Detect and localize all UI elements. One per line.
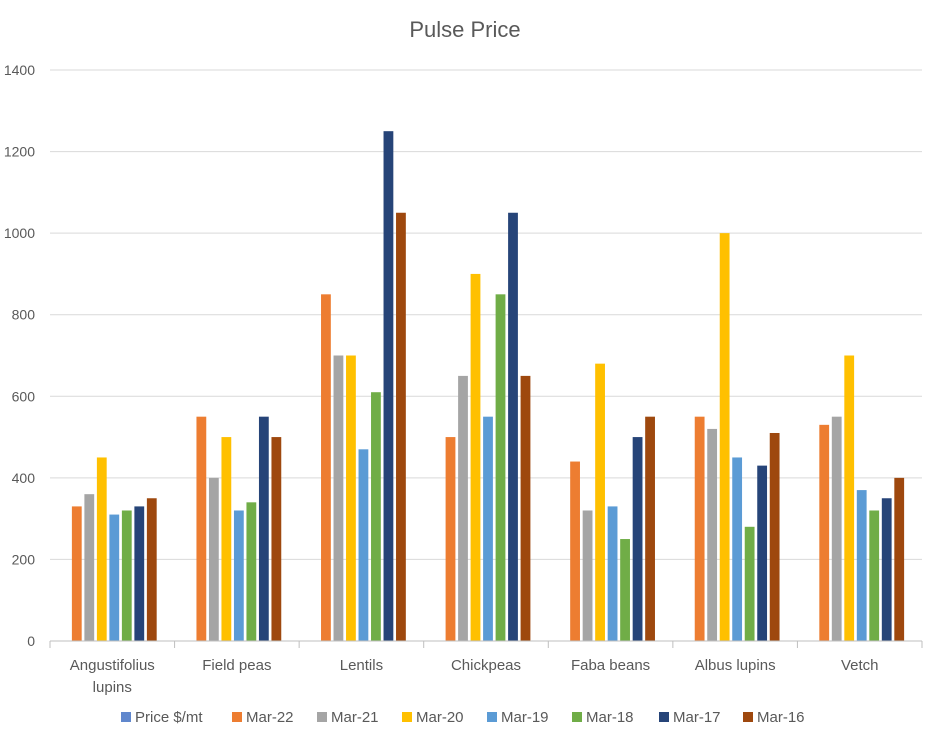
bar bbox=[520, 375, 531, 641]
bar bbox=[694, 416, 705, 641]
legend-swatch bbox=[121, 712, 131, 722]
bar bbox=[109, 514, 120, 641]
bar bbox=[719, 233, 730, 641]
bar bbox=[819, 424, 830, 641]
bar bbox=[632, 437, 643, 641]
x-axis: Angustifolius lupins Field peas Lentils Chic… bbox=[49, 640, 923, 696]
x-tick-label: Angustifolius bbox=[70, 657, 155, 674]
legend-label: Mar-22 bbox=[246, 709, 294, 726]
legend-swatch bbox=[232, 712, 242, 722]
y-tick-label: 800 bbox=[12, 307, 36, 323]
bar bbox=[869, 510, 880, 641]
bar bbox=[396, 212, 406, 641]
legend-label: Mar-19 bbox=[501, 709, 549, 726]
legend-swatch bbox=[572, 712, 582, 722]
bar bbox=[208, 477, 219, 641]
bar bbox=[458, 375, 468, 641]
bar bbox=[196, 416, 207, 641]
bar bbox=[508, 212, 518, 641]
y-axis-ticks: 0 200 400 600 800 1000 1200 1400 bbox=[4, 62, 35, 649]
legend-label: Mar-17 bbox=[673, 709, 721, 726]
legend-swatch bbox=[487, 712, 497, 722]
bar bbox=[831, 416, 842, 641]
y-tick-label: 600 bbox=[12, 388, 36, 404]
legend-swatch bbox=[659, 712, 669, 722]
bar bbox=[333, 355, 344, 641]
legend-label: Mar-20 bbox=[416, 709, 464, 726]
y-tick-label: 400 bbox=[12, 470, 36, 486]
legend-label: Mar-21 bbox=[331, 709, 379, 726]
legend-label: Price $/mt bbox=[135, 709, 203, 726]
bar bbox=[258, 416, 269, 641]
bar bbox=[371, 392, 381, 641]
x-tick-label: Vetch bbox=[841, 657, 879, 674]
x-tick-label: Albus lupins bbox=[695, 657, 776, 674]
legend-swatch bbox=[743, 712, 753, 722]
bar bbox=[271, 437, 282, 641]
bar bbox=[582, 510, 593, 641]
bar bbox=[71, 506, 82, 641]
bar bbox=[844, 355, 855, 641]
bar bbox=[620, 539, 630, 641]
y-tick-label: 200 bbox=[12, 551, 36, 567]
bar bbox=[246, 502, 257, 641]
bar bbox=[757, 465, 768, 641]
chart-title: Pulse Price bbox=[409, 17, 520, 42]
bar bbox=[445, 437, 456, 641]
x-tick-label: Lentils bbox=[340, 657, 383, 674]
legend-label: Mar-18 bbox=[586, 709, 634, 726]
bar bbox=[769, 432, 780, 641]
bar bbox=[96, 457, 107, 641]
bar bbox=[84, 494, 95, 641]
bar bbox=[894, 477, 905, 641]
bar bbox=[744, 526, 755, 641]
y-tick-label: 1200 bbox=[4, 144, 35, 160]
bar bbox=[346, 355, 356, 641]
bar bbox=[483, 416, 493, 641]
bar bbox=[570, 461, 580, 641]
bar bbox=[121, 510, 132, 641]
bar bbox=[358, 449, 369, 641]
bars bbox=[71, 131, 905, 641]
bar bbox=[881, 498, 892, 641]
bar bbox=[383, 131, 394, 641]
legend-swatch bbox=[402, 712, 412, 722]
legend: Price $/mt Mar-22 Mar-21 Mar-20 Mar-19 Mar-18… bbox=[121, 709, 805, 726]
x-tick-label: Chickpeas bbox=[451, 657, 521, 674]
legend-label: Mar-16 bbox=[757, 709, 805, 726]
bar bbox=[607, 506, 618, 641]
bar bbox=[645, 416, 655, 641]
bar bbox=[146, 498, 157, 641]
y-tick-label: 1000 bbox=[4, 225, 35, 241]
bar bbox=[707, 428, 718, 641]
bar bbox=[495, 294, 506, 641]
y-tick-label: 1400 bbox=[4, 62, 35, 78]
y-tick-label: 0 bbox=[27, 633, 35, 649]
x-tick-label: Field peas bbox=[202, 657, 271, 674]
bar bbox=[221, 437, 232, 641]
bar bbox=[732, 457, 743, 641]
bar bbox=[470, 273, 481, 641]
bar bbox=[321, 294, 331, 641]
bar bbox=[595, 363, 605, 641]
legend-swatch bbox=[317, 712, 327, 722]
bar bbox=[134, 506, 145, 641]
bar bbox=[233, 510, 244, 641]
x-tick-label: Faba beans bbox=[571, 657, 650, 674]
bar bbox=[856, 490, 867, 641]
x-tick-label: lupins bbox=[93, 679, 132, 696]
